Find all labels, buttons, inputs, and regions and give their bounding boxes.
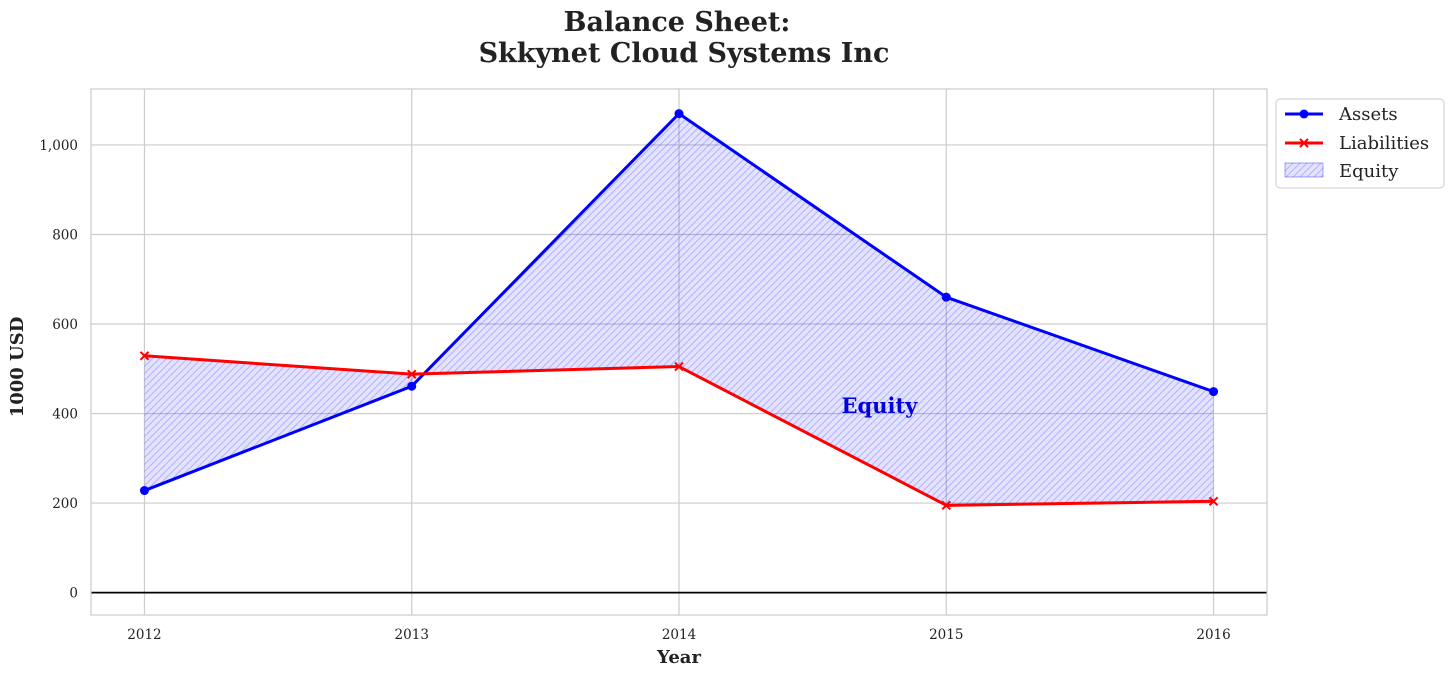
legend-entry-equity: Equity bbox=[1284, 161, 1399, 182]
assets-point bbox=[407, 381, 417, 391]
legend-liabilities-label: Liabilities bbox=[1339, 133, 1429, 154]
x-tick-label: 2013 bbox=[395, 627, 429, 643]
x-tick-labels: 2012 2013 2014 2015 2016 bbox=[127, 627, 1230, 643]
x-tick-label: 2014 bbox=[662, 627, 696, 643]
y-tick-label: 0 bbox=[69, 586, 78, 602]
y-tick-label: 800 bbox=[52, 227, 78, 243]
y-tick-label: 600 bbox=[52, 317, 78, 333]
equity-annotation: Equity bbox=[842, 393, 919, 418]
x-tick-label: 2012 bbox=[127, 627, 161, 643]
equity-fill bbox=[144, 113, 1214, 506]
y-tick-label: 200 bbox=[52, 496, 78, 512]
legend-equity-label: Equity bbox=[1339, 161, 1399, 182]
legend-entry-assets: Assets bbox=[1285, 104, 1398, 125]
legend-assets-marker bbox=[1299, 109, 1309, 119]
y-tick-label: 400 bbox=[52, 407, 78, 423]
legend-liabilities-marker bbox=[1299, 138, 1309, 148]
liabilities-point bbox=[139, 351, 150, 361]
x-tick-label: 2015 bbox=[929, 627, 963, 643]
y-axis-label: 1000 USD bbox=[7, 317, 28, 418]
liabilities-point bbox=[674, 361, 684, 372]
liabilities-point bbox=[407, 369, 417, 379]
legend-equity-swatch bbox=[1284, 162, 1324, 178]
chart-title-line-2: Skkynet Cloud Systems Inc bbox=[479, 38, 890, 69]
liabilities-point bbox=[1208, 496, 1219, 507]
y-tick-labels: 0 200 400 600 800 1,000 bbox=[39, 138, 78, 602]
legend: Assets Liabilities Equity bbox=[1275, 98, 1445, 189]
assets-point bbox=[941, 292, 951, 302]
x-axis-label: Year bbox=[656, 647, 701, 668]
chart-title-line-1: Balance Sheet: bbox=[564, 7, 791, 38]
assets-point bbox=[139, 486, 149, 496]
legend-assets-label: Assets bbox=[1338, 104, 1398, 125]
assets-point bbox=[674, 109, 684, 119]
x-tick-label: 2016 bbox=[1196, 627, 1230, 643]
equity-area bbox=[144, 113, 1214, 506]
assets-point bbox=[1209, 387, 1219, 397]
series bbox=[139, 109, 1219, 511]
liabilities-point bbox=[941, 500, 951, 511]
plot-frame bbox=[90, 88, 1268, 616]
y-tick-label: 1,000 bbox=[39, 138, 78, 154]
legend-entry-liabilities: Liabilities bbox=[1285, 133, 1429, 154]
